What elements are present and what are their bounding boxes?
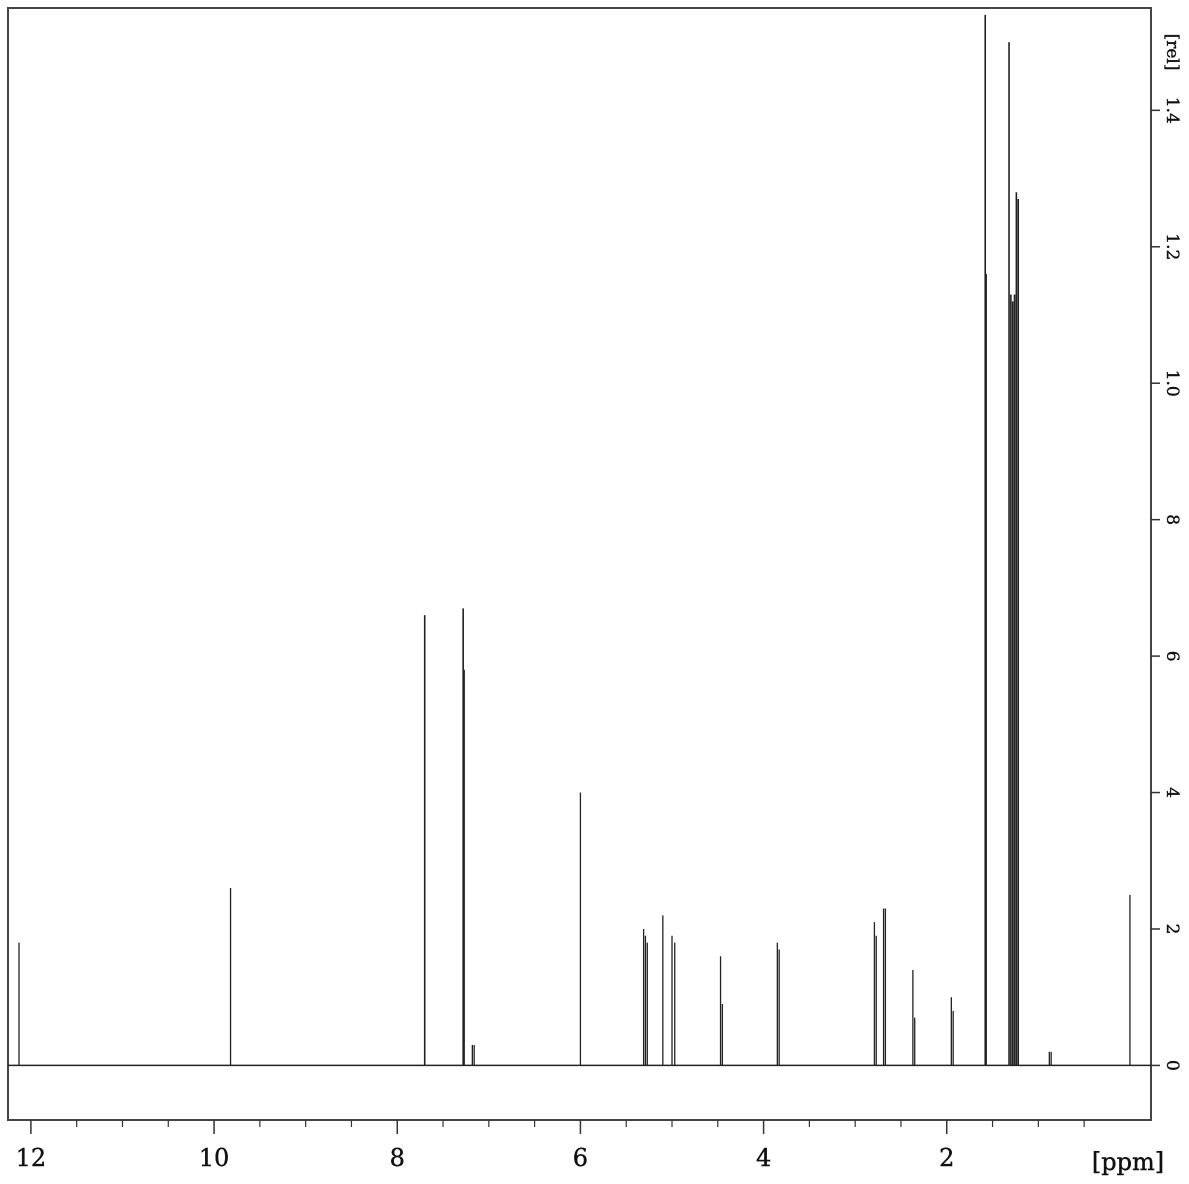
x-major-tick-marks xyxy=(30,1120,948,1134)
x-tick-label-0: 12 xyxy=(16,1144,47,1172)
spectrum-peaks xyxy=(18,14,1131,1066)
y-tick-marks xyxy=(1151,109,1160,1067)
x-tick-label-3: 6 xyxy=(573,1144,588,1172)
y-tick-label-6: 1.2 xyxy=(1162,233,1182,260)
y-tick-label-3: 6 xyxy=(1162,651,1182,662)
x-tick-label-5: 2 xyxy=(939,1144,954,1172)
x-minor-tick-marks xyxy=(76,1120,1085,1127)
y-tick-label-0: 0 xyxy=(1162,1060,1182,1071)
x-tick-label-1: 10 xyxy=(199,1144,230,1172)
x-tick-label-4: 4 xyxy=(756,1144,771,1172)
y-axis-label: [rel] xyxy=(1162,34,1182,71)
y-tick-label-4: 8 xyxy=(1162,514,1182,525)
y-tick-label-1: 2 xyxy=(1162,924,1182,935)
x-axis-tick-labels: 12 10 8 6 4 2 xyxy=(15,1144,954,1172)
y-tick-label-2: 4 xyxy=(1162,787,1182,798)
x-axis-label: [ppm] xyxy=(1092,1148,1164,1176)
x-tick-label-2: 8 xyxy=(390,1144,405,1172)
plot-frame xyxy=(7,7,1152,1121)
y-tick-label-7: 1.4 xyxy=(1162,97,1182,124)
y-axis-tick-labels: 0 2 4 6 8 1.0 1.2 1.4 xyxy=(1162,97,1182,1071)
y-tick-label-5: 1.0 xyxy=(1162,370,1182,397)
